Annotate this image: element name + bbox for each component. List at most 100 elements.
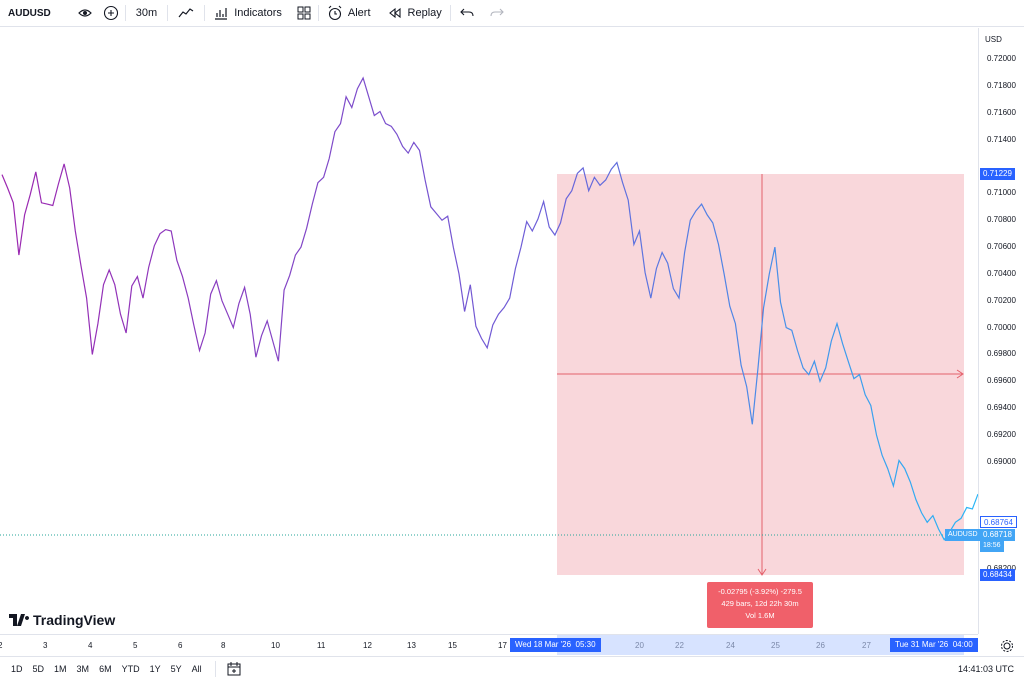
add-symbol-button[interactable] — [97, 0, 125, 27]
range-button-5y[interactable]: 5Y — [170, 664, 182, 674]
calendar-icon — [227, 662, 241, 676]
date-range-buttons: 1D 5D 1M 3M 6M YTD 1Y 5Y All — [0, 664, 207, 674]
range-button-all[interactable]: All — [191, 664, 202, 674]
time-tick-label: 17 — [498, 641, 507, 650]
time-tick-label: 5 — [133, 641, 138, 650]
indicators-label: Indicators — [234, 7, 282, 19]
time-tick-label: 12 — [363, 641, 372, 650]
symbol-search[interactable]: AUDUSD — [0, 0, 73, 27]
time-tick-label: 2 — [0, 641, 3, 650]
indicators-button[interactable]: Indicators — [205, 0, 290, 27]
range-end-time-label: Tue 31 Mar '26 04:00 — [890, 638, 978, 652]
redo-button[interactable] — [483, 0, 511, 27]
symbol-tag-label: AUDUSD — [945, 529, 981, 541]
redo-icon — [489, 5, 505, 21]
toolbar-divider — [204, 5, 206, 21]
price-tick-label: 0.69200 — [987, 430, 1016, 440]
symbol-name: AUDUSD — [8, 7, 51, 19]
prev-close-price-label: 0.68764 — [980, 516, 1017, 528]
range-button-1d[interactable]: 1D — [11, 664, 23, 674]
price-tick-label: 0.72000 — [987, 54, 1016, 64]
price-tick-label: 0.70600 — [987, 242, 1016, 252]
line-chart-icon — [178, 5, 194, 21]
undo-button[interactable] — [451, 0, 483, 27]
alarm-clock-icon — [327, 5, 343, 21]
measure-info-box: -0.02795 (-3.92%) -279.5 429 bars, 12d 2… — [707, 582, 813, 628]
top-toolbar: AUDUSD 30m Indicators Alert — [0, 0, 1024, 27]
replay-label: Replay — [407, 7, 442, 19]
toolbar-divider — [214, 661, 216, 677]
replay-button[interactable]: Replay — [379, 0, 450, 27]
toolbar-divider — [124, 5, 126, 21]
price-tick-label: 0.69600 — [987, 376, 1016, 386]
currency-label[interactable]: USD — [985, 35, 1002, 44]
logo-text: TradingView — [33, 612, 116, 628]
indicators-icon — [213, 5, 229, 21]
range-button-ytd[interactable]: YTD — [121, 664, 140, 674]
compare-eye-icon — [77, 5, 93, 21]
range-bottom-price-label: 0.68434 — [980, 569, 1015, 581]
price-tick-label: 0.69000 — [987, 456, 1016, 466]
tradingview-logo[interactable]: TradingView — [9, 612, 115, 628]
range-start-date: Wed 18 Mar '26 — [515, 640, 572, 649]
bottom-toolbar: 1D 5D 1M 3M 6M YTD 1Y 5Y All 14:41:03 UTC — [0, 656, 1024, 681]
goto-date-button[interactable] — [216, 661, 252, 677]
axis-settings-button[interactable] — [999, 638, 1015, 654]
price-tick-label: 0.71600 — [987, 107, 1016, 117]
price-tick-label: 0.71400 — [987, 134, 1016, 144]
price-series-line[interactable] — [1, 76, 979, 541]
time-tick-label: 8 — [221, 641, 226, 650]
range-end-time: 04:00 — [952, 640, 973, 649]
tradingview-logo-icon — [9, 614, 29, 626]
undo-icon — [459, 5, 475, 21]
toolbar-divider — [317, 5, 319, 21]
utc-clock[interactable]: 14:41:03 UTC — [957, 664, 1014, 674]
range-end-date: Tue 31 Mar '26 — [895, 640, 949, 649]
toolbar-divider — [167, 5, 169, 21]
price-tick-label: 0.69800 — [987, 349, 1016, 359]
measure-volume: Vol 1.6M — [745, 611, 775, 620]
time-tick-label: 6 — [178, 641, 183, 650]
price-tick-label: 0.70200 — [987, 295, 1016, 305]
range-button-1y[interactable]: 1Y — [149, 664, 161, 674]
measure-time-band — [557, 635, 964, 655]
range-button-6m[interactable]: 6M — [99, 664, 112, 674]
measure-bars: 429 bars, 12d 22h 30m — [721, 599, 799, 608]
time-tick-label: 13 — [407, 641, 416, 650]
measure-change: -0.02795 (-3.92%) -279.5 — [718, 587, 802, 596]
range-button-5d[interactable]: 5D — [32, 664, 45, 674]
toolbar-divider — [449, 5, 451, 21]
price-tick-label: 0.69400 — [987, 403, 1016, 413]
price-tick-label: 0.70800 — [987, 215, 1016, 225]
price-tick-label: 0.68200 — [987, 564, 1016, 573]
range-button-3m[interactable]: 3M — [76, 664, 90, 674]
range-button-1m[interactable]: 1M — [54, 664, 67, 674]
price-tick-label: 0.71800 — [987, 81, 1016, 90]
time-tick-label: 11 — [317, 641, 326, 650]
range-start-time-label: Wed 18 Mar '26 05:30 — [510, 638, 601, 652]
price-tick-label: 0.71000 — [987, 188, 1016, 198]
chart-pane[interactable] — [0, 28, 979, 634]
templates-button[interactable] — [290, 0, 318, 27]
replay-icon — [387, 5, 403, 21]
measure-horizontal-arrow — [956, 369, 964, 379]
alert-label: Alert — [347, 7, 371, 19]
interval-button[interactable]: 30m — [126, 0, 167, 27]
price-tick-label: 0.70400 — [987, 268, 1016, 278]
price-tick-label: 0.70000 — [987, 322, 1016, 332]
alert-button[interactable]: Alert — [319, 0, 379, 27]
interval-label: 30m — [135, 7, 158, 19]
symbol-details-button[interactable] — [73, 0, 97, 27]
countdown-label: 18:56 — [980, 540, 1004, 552]
time-tick-label: 4 — [88, 641, 93, 650]
time-tick-label: 3 — [43, 641, 48, 650]
price-chart[interactable] — [0, 28, 979, 634]
chart-type-button[interactable] — [168, 0, 204, 27]
range-start-time: 05:30 — [575, 640, 596, 649]
measure-vertical-arrow — [757, 568, 767, 576]
plus-circle-icon — [103, 5, 119, 21]
time-tick-label: 10 — [271, 641, 280, 650]
time-tick-label: 15 — [448, 641, 457, 650]
grid-icon — [296, 5, 312, 21]
price-axis[interactable]: USD 0.72000 0.71800 0.71600 0.71400 0.71000 0… — [978, 28, 1024, 634]
